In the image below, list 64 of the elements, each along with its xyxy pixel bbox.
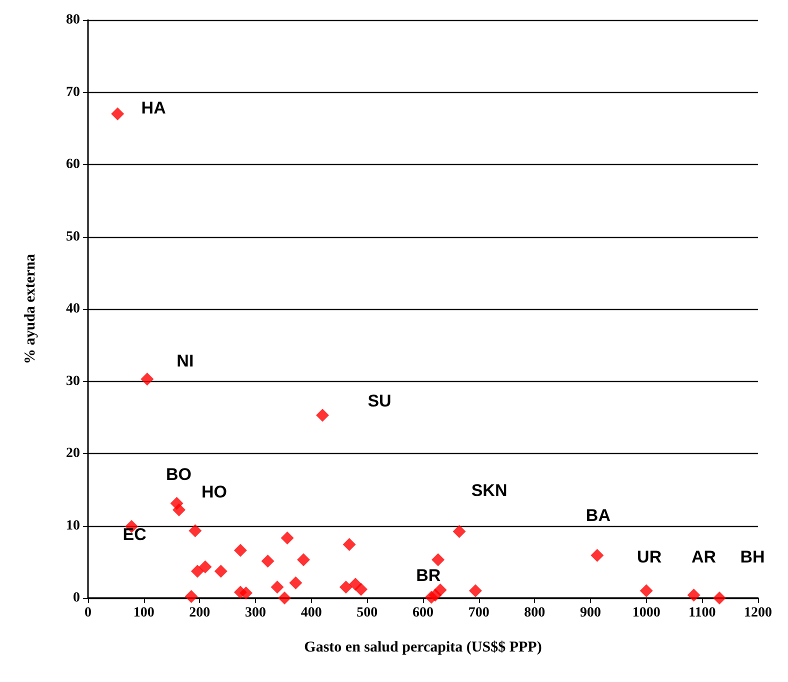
annotation: BH	[740, 548, 765, 566]
point	[289, 576, 302, 590]
x-tick-label: 200	[189, 606, 210, 620]
y-tick-label: 50	[66, 229, 80, 244]
point	[468, 584, 482, 598]
point	[712, 592, 726, 604]
point	[184, 590, 198, 604]
point	[339, 580, 352, 594]
y-tick-label: 20	[66, 446, 80, 461]
x-tick-label: 300	[245, 606, 266, 620]
point	[270, 580, 284, 594]
x-tick-label: 1100	[688, 606, 716, 620]
annotation: BR	[416, 566, 441, 585]
x-tick-label: 1000	[632, 606, 660, 620]
annotation: AR	[692, 548, 716, 567]
point	[278, 592, 292, 604]
y-tick-label: 10	[66, 518, 80, 534]
point	[640, 584, 653, 598]
x-tick-label: 100	[133, 606, 154, 620]
point	[234, 544, 247, 557]
y-axis-title: % ayuda externa	[22, 254, 38, 364]
x-tick-label: 600	[412, 606, 434, 620]
point	[342, 538, 356, 552]
point	[261, 554, 274, 568]
point	[316, 408, 329, 422]
y-tick-label: 40	[66, 302, 80, 316]
point	[188, 524, 202, 538]
point	[434, 584, 447, 597]
x-tick-label: 800	[524, 606, 546, 620]
point	[140, 372, 154, 386]
y-tick-label: 30	[66, 374, 80, 389]
annotation: SKN	[471, 481, 508, 500]
x-tick-label: 900	[580, 606, 601, 620]
x-tick-label: 700	[468, 606, 490, 620]
x-tick-label: 1200	[744, 606, 772, 620]
annotation: HO	[201, 482, 227, 502]
point	[198, 560, 212, 574]
x-tick-label: 500	[356, 606, 378, 620]
point	[590, 548, 604, 562]
point	[240, 586, 253, 600]
annotation: HA	[141, 98, 166, 118]
annotation: NI	[176, 352, 194, 371]
point	[452, 525, 466, 538]
annotation: SU	[368, 392, 392, 411]
point	[432, 553, 445, 566]
point	[297, 553, 310, 566]
y-tick-label: 70	[66, 84, 80, 100]
x-axis-title: Gasto en salud percapita (US$$ PPP)	[304, 640, 542, 656]
point	[214, 564, 228, 578]
y-tick-label: 0	[73, 590, 80, 606]
y-tick-label: 80	[66, 12, 80, 28]
point	[172, 503, 186, 516]
x-tick-label: 400	[300, 606, 322, 620]
x-tick-label: 0	[84, 606, 92, 620]
annotation: EC	[122, 524, 146, 544]
point	[190, 564, 204, 578]
annotation: BO	[166, 464, 192, 484]
point	[280, 532, 294, 545]
annotation: UR	[637, 547, 662, 566]
y-tick-label: 60	[66, 157, 80, 172]
point	[354, 582, 368, 596]
point	[111, 107, 124, 120]
annotation: BA	[586, 506, 610, 525]
point	[687, 588, 700, 602]
